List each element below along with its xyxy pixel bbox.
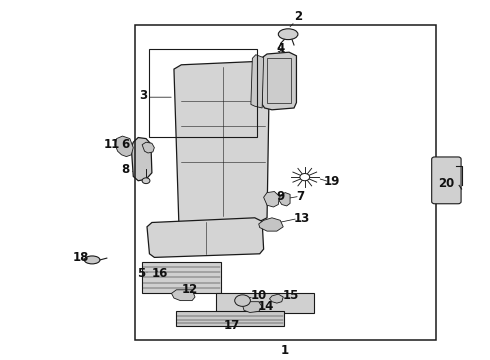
- Text: 13: 13: [294, 212, 310, 225]
- Circle shape: [300, 174, 310, 181]
- Text: 19: 19: [323, 175, 340, 188]
- Text: 16: 16: [152, 267, 168, 280]
- Text: 5: 5: [137, 267, 146, 280]
- Ellipse shape: [278, 29, 298, 40]
- Text: 9: 9: [277, 190, 285, 203]
- Circle shape: [235, 295, 250, 306]
- Polygon shape: [279, 193, 290, 206]
- Text: 20: 20: [439, 177, 455, 190]
- Polygon shape: [262, 52, 296, 110]
- Polygon shape: [259, 218, 283, 231]
- Text: 4: 4: [277, 42, 285, 55]
- Text: 1: 1: [281, 344, 289, 357]
- Polygon shape: [131, 138, 152, 181]
- Text: 2: 2: [294, 10, 302, 23]
- Polygon shape: [270, 294, 283, 303]
- Polygon shape: [172, 290, 195, 301]
- Bar: [176, 311, 284, 326]
- Circle shape: [142, 178, 150, 184]
- Polygon shape: [147, 218, 264, 257]
- Text: 14: 14: [258, 300, 274, 313]
- Text: 7: 7: [296, 190, 305, 203]
- Text: 10: 10: [251, 289, 267, 302]
- Bar: [267, 58, 291, 103]
- Polygon shape: [174, 61, 270, 227]
- Text: 11: 11: [104, 138, 120, 150]
- Polygon shape: [142, 142, 154, 153]
- Text: 18: 18: [73, 251, 89, 264]
- Polygon shape: [115, 136, 133, 157]
- Text: 3: 3: [140, 89, 148, 102]
- Polygon shape: [264, 192, 279, 207]
- Polygon shape: [251, 55, 264, 108]
- Bar: [142, 262, 220, 293]
- Text: 12: 12: [181, 283, 197, 296]
- FancyBboxPatch shape: [432, 157, 461, 204]
- Bar: [216, 293, 314, 313]
- Ellipse shape: [84, 256, 100, 264]
- Bar: [149, 49, 257, 137]
- Text: 6: 6: [122, 138, 130, 150]
- Bar: [135, 25, 436, 340]
- Text: 8: 8: [122, 163, 130, 176]
- Text: 17: 17: [223, 319, 240, 332]
- Polygon shape: [243, 302, 262, 312]
- Text: 15: 15: [283, 289, 299, 302]
